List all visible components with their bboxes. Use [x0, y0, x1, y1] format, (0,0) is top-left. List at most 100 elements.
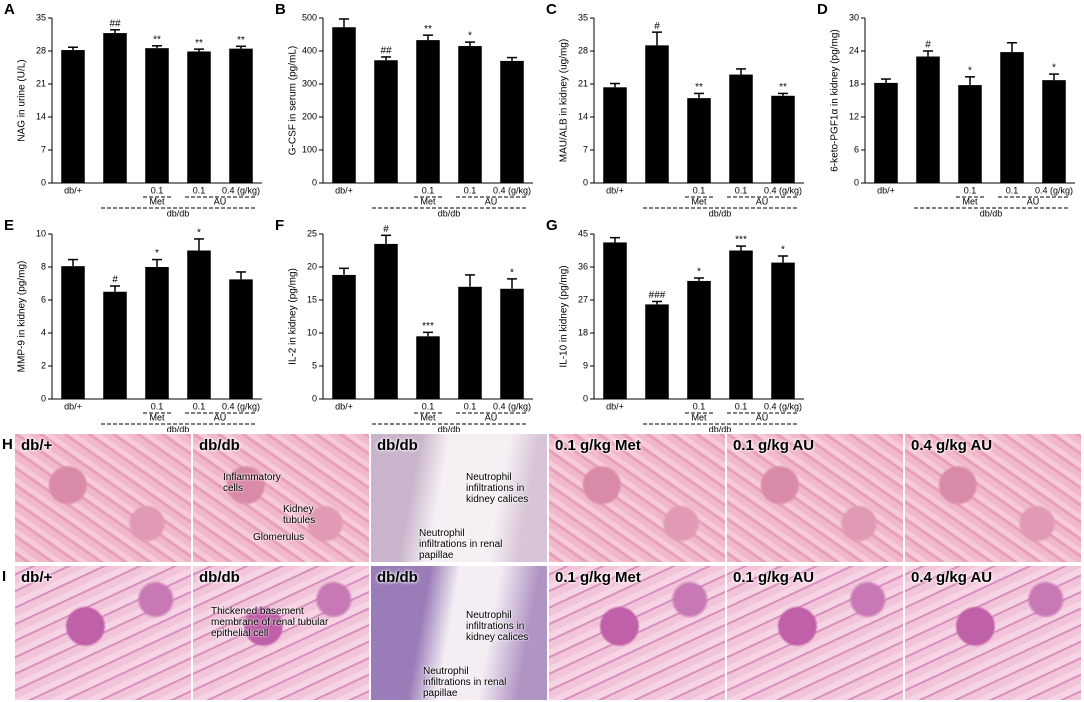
significance-label: *	[1052, 63, 1056, 74]
x-tick-label: db/+	[606, 185, 624, 195]
panel-title: db/db	[199, 437, 240, 454]
bar	[229, 48, 253, 184]
annotation: Glomerulus	[253, 532, 305, 543]
row-letter: H	[2, 436, 13, 453]
annotation: Thickened basement membrane of renal tub…	[211, 606, 329, 639]
panel-letter: G	[546, 217, 558, 234]
significance-label: #	[925, 40, 931, 51]
group-label: db/db	[709, 424, 732, 432]
group-label: AU	[756, 196, 769, 206]
group-label: Met	[691, 412, 707, 422]
group-label: Met	[149, 412, 165, 422]
y-tick-label: 0	[312, 393, 317, 403]
y-tick-label: 0	[41, 177, 46, 187]
bar	[645, 304, 669, 399]
y-tick-label: 300	[302, 78, 317, 88]
annotation: Neutrophil infiltrations in renal papill…	[423, 666, 507, 699]
micrograph: db/+	[15, 434, 191, 562]
bar	[103, 33, 127, 184]
x-tick-label: 0.4 (g/kg)	[493, 401, 531, 411]
x-tick-label: 0.1	[464, 185, 477, 195]
x-tick-label: 0.1	[422, 401, 435, 411]
bar	[61, 266, 85, 399]
y-tick-label: 0	[312, 177, 317, 187]
y-tick-label: 15	[307, 294, 317, 304]
y-tick-label: 14	[36, 111, 46, 121]
bar	[687, 280, 711, 399]
group-label: AU	[756, 412, 769, 422]
y-tick-label: 8	[41, 261, 46, 271]
panel-title: 0.1 g/kg AU	[733, 569, 815, 586]
y-tick-label: 18	[849, 78, 859, 88]
y-tick-label: 7	[41, 144, 46, 154]
significance-label: **	[779, 82, 787, 93]
y-tick-label: 400	[302, 45, 317, 55]
y-tick-label: 35	[578, 12, 588, 22]
group-label: Met	[149, 196, 165, 206]
bar	[500, 60, 524, 183]
panel-title: db/db	[199, 569, 240, 586]
y-axis-label: MMP-9 in kidney (pg/mg)	[17, 261, 28, 373]
y-tick-label: 2	[41, 360, 46, 370]
x-tick-label: 0.4 (g/kg)	[222, 401, 260, 411]
y-tick-label: 9	[583, 360, 588, 370]
bar	[416, 336, 440, 399]
bar	[958, 85, 982, 183]
significance-label: ##	[109, 18, 121, 29]
panel-title: db/db	[377, 437, 418, 454]
y-axis-label: MAU/ALB in kidney (ug/mg)	[559, 39, 570, 162]
bar	[187, 250, 211, 399]
micrograph: db/db Neutrophil infiltrations in kidney …	[371, 566, 547, 700]
significance-label: *	[468, 31, 472, 42]
y-tick-label: 200	[302, 111, 317, 121]
micrograph: db/db Inflammatory cells Kidney tubules Glo…	[193, 434, 369, 562]
bar	[61, 50, 85, 183]
group-label: db/db	[438, 424, 461, 432]
bar	[332, 274, 356, 399]
bar	[458, 46, 482, 183]
bar	[729, 74, 753, 183]
chart-panel: A NAG in urine (U/L) 0 7 14 21 28 35 db/+ ## ** 0.1…	[4, 1, 262, 218]
bar	[874, 82, 898, 183]
x-tick-label: db/+	[64, 185, 82, 195]
y-tick-label: 14	[578, 111, 588, 121]
significance-label: ***	[735, 235, 747, 246]
y-tick-label: 100	[302, 144, 317, 154]
group-label: db/db	[167, 424, 190, 432]
y-axis-label: NAG in urine (U/L)	[17, 59, 28, 141]
annotation: Neutrophil infiltrations in renal papill…	[419, 528, 503, 561]
micrograph: 0.1 g/kg AU	[727, 434, 903, 562]
y-tick-label: 25	[307, 228, 317, 238]
x-tick-label: 0.1	[151, 401, 164, 411]
y-tick-label: 10	[36, 228, 46, 238]
y-axis-label: 6-keto-PGF1α in kidney (pg/mg)	[830, 29, 841, 172]
y-tick-label: 0	[583, 393, 588, 403]
significance-label: #	[654, 21, 660, 32]
x-tick-label: 0.4 (g/kg)	[764, 185, 802, 195]
y-tick-label: 28	[578, 45, 588, 55]
y-tick-label: 4	[41, 327, 46, 337]
bar	[145, 48, 169, 183]
y-axis-label: IL-2 in kidney (pg/mg)	[288, 268, 299, 365]
micrograph: db/+	[15, 566, 191, 700]
panel-title: db/+	[21, 437, 53, 454]
x-tick-label: 0.4 (g/kg)	[764, 401, 802, 411]
significance-label: **	[695, 82, 703, 93]
x-tick-label: db/+	[877, 185, 895, 195]
x-tick-label: 0.1	[193, 185, 206, 195]
significance-label: *	[781, 245, 785, 256]
x-tick-label: 0.1	[151, 185, 164, 195]
annotation: Neutrophil infiltrations in kidney calic…	[466, 472, 529, 505]
y-tick-label: 0	[41, 393, 46, 403]
panel-letter: F	[275, 217, 284, 234]
group-label: Met	[691, 196, 707, 206]
bar	[145, 267, 169, 399]
annotation: Inflammatory cells	[223, 472, 281, 494]
significance-label: **	[153, 34, 161, 45]
y-tick-label: 0	[583, 177, 588, 187]
bar	[374, 60, 398, 183]
bar	[416, 40, 440, 183]
micrograph: 0.4 g/kg AU	[905, 434, 1081, 562]
